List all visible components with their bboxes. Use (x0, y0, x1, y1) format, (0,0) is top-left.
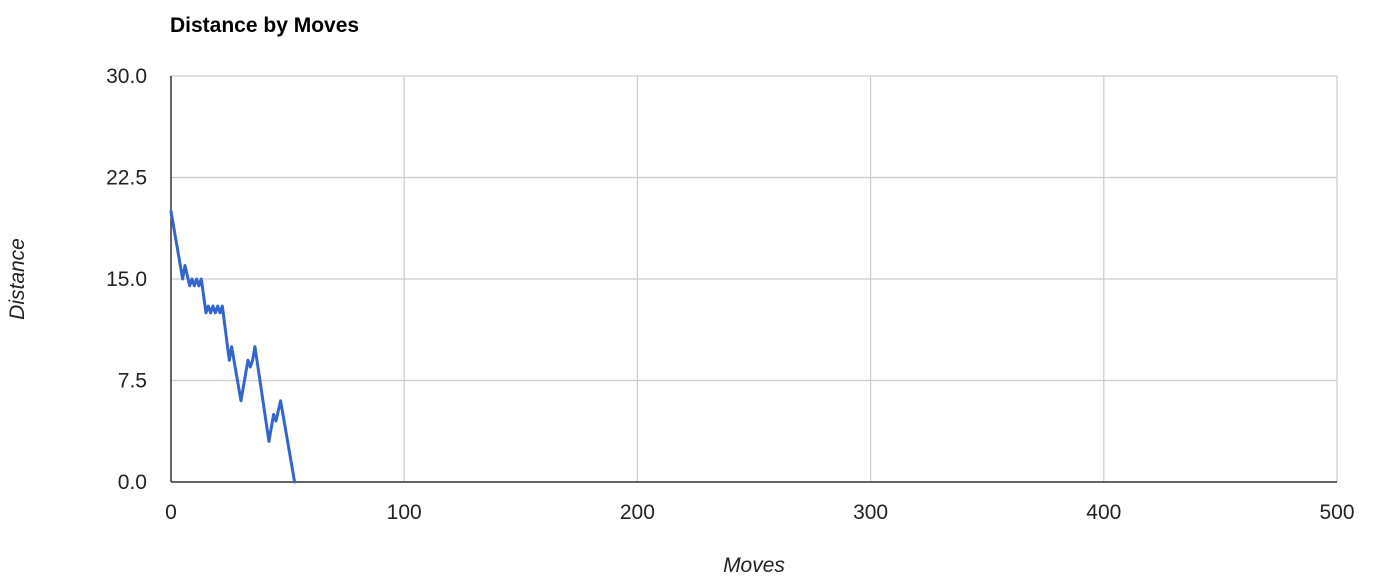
x-tick-label: 500 (1319, 501, 1354, 524)
series-line-distance (169, 209, 297, 484)
x-tick-label: 300 (853, 501, 888, 524)
series-layer (169, 209, 297, 484)
x-tick-label: 0 (165, 501, 177, 524)
y-axis-title: Distance (6, 238, 29, 320)
x-tick-label: 100 (387, 501, 422, 524)
y-tick-label: 30.0 (106, 65, 147, 88)
x-tick-label: 400 (1086, 501, 1121, 524)
y-tick-label: 22.5 (106, 167, 147, 190)
y-tick-label: 15.0 (106, 268, 147, 291)
chart-title: Distance by Moves (170, 14, 360, 37)
axes (170, 76, 1337, 483)
x-tick-label: 200 (620, 501, 655, 524)
y-tick-label: 0.0 (118, 471, 147, 494)
y-tick-label: 7.5 (118, 370, 147, 393)
grid-lines (171, 75, 1338, 482)
x-axis-title: Moves (723, 554, 785, 577)
tick-labels: 0 100 200 300 400 500 0.0 7.5 15.0 22.5 30.0 (106, 65, 1354, 524)
